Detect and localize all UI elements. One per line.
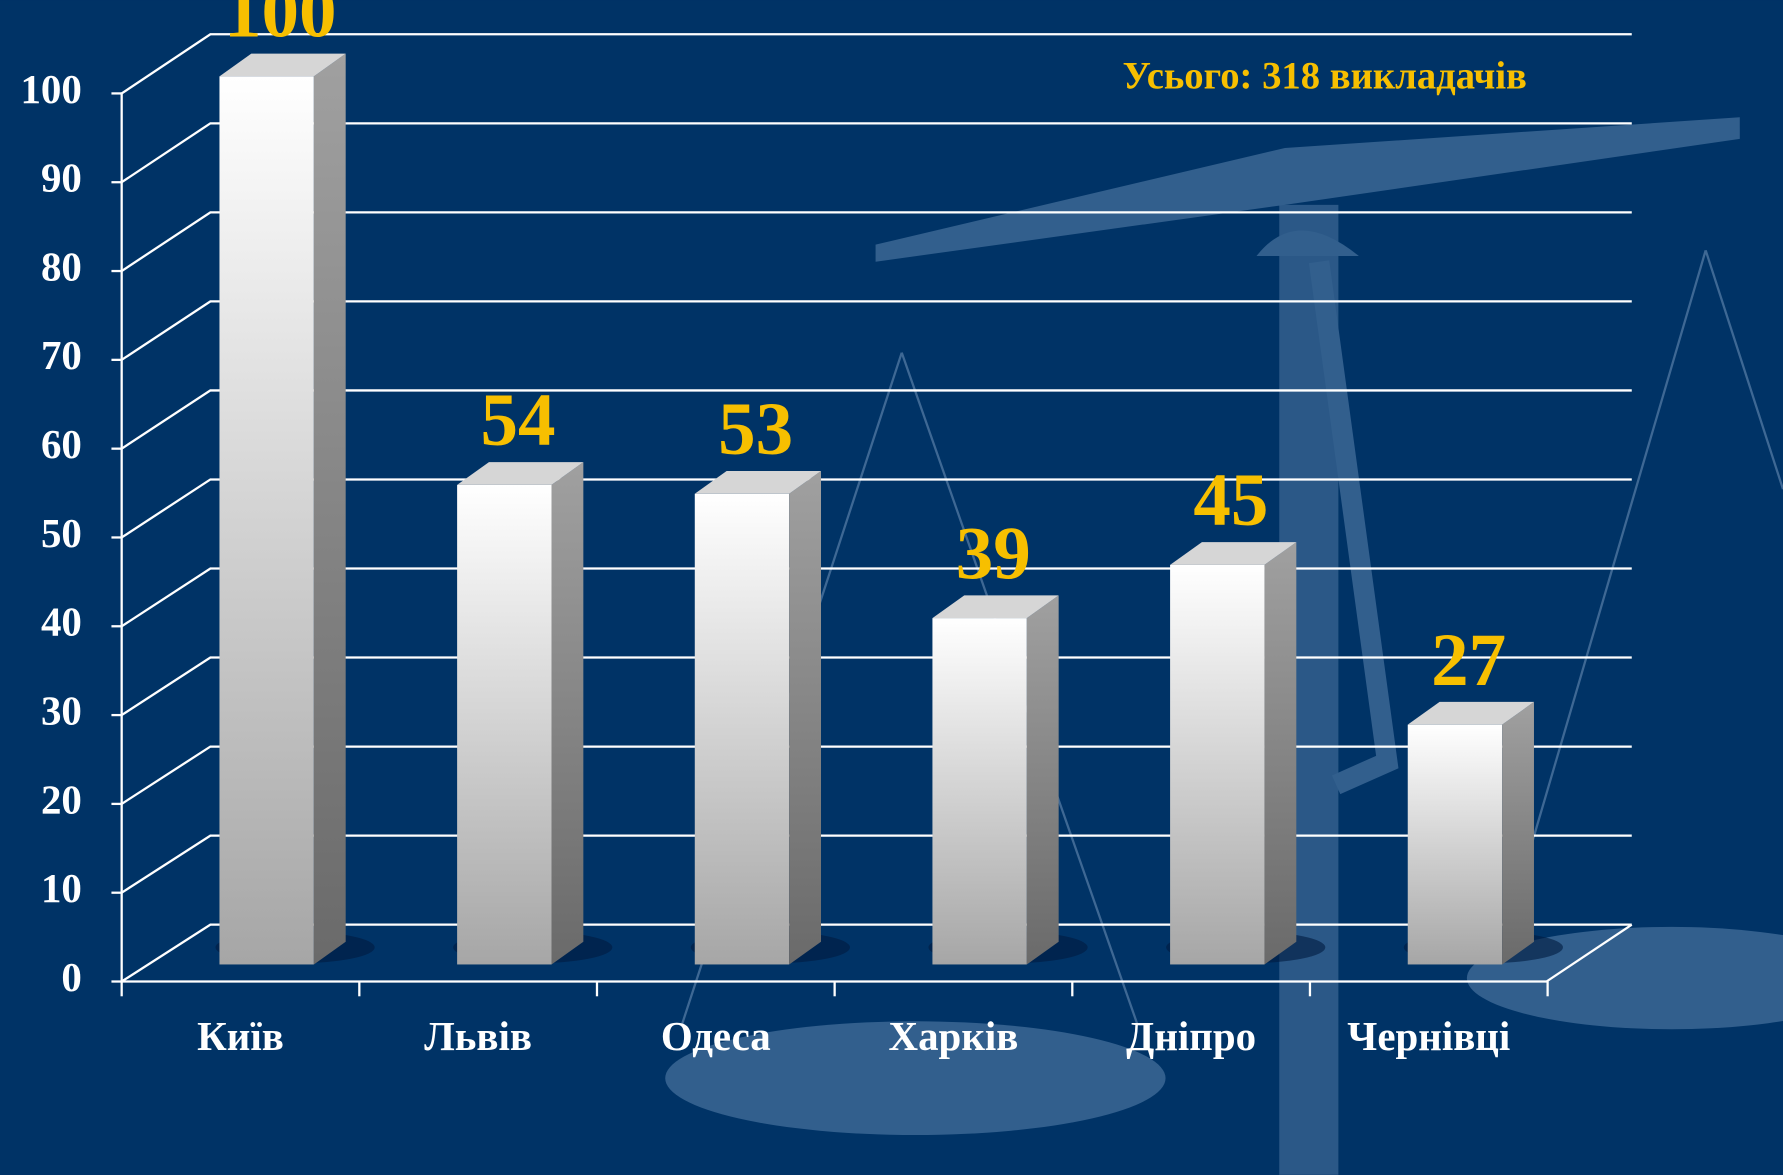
annotation: Усього: 318 викладачів bbox=[1123, 56, 1527, 98]
grid-line bbox=[121, 122, 1632, 184]
x-tick-label: Київ bbox=[197, 1014, 284, 1059]
value-label: 53 bbox=[718, 388, 793, 471]
bar-front bbox=[457, 484, 552, 965]
y-tick-label: 80 bbox=[41, 244, 82, 289]
bar-top bbox=[457, 462, 584, 485]
grid-line bbox=[121, 567, 1632, 628]
y-tick-label: 10 bbox=[41, 866, 82, 911]
x-tick-label: Одеса bbox=[661, 1014, 771, 1059]
grid-line bbox=[121, 478, 1632, 539]
y-tick-label: 0 bbox=[61, 955, 81, 1000]
bar-front bbox=[932, 618, 1027, 965]
bar-top bbox=[219, 53, 346, 77]
y-tick-label: 90 bbox=[41, 156, 82, 201]
y-tick-label: 60 bbox=[41, 422, 82, 467]
bar-top bbox=[1407, 701, 1534, 725]
grid-line bbox=[121, 211, 1632, 272]
bar-side bbox=[1026, 595, 1059, 965]
bar bbox=[690, 471, 850, 965]
grid-line bbox=[121, 656, 1632, 717]
grid-line bbox=[121, 389, 1632, 450]
value-label: 100 bbox=[224, 0, 337, 54]
x-tick-label: Львів bbox=[424, 1014, 532, 1059]
bar bbox=[1403, 701, 1563, 965]
bar-top bbox=[932, 595, 1059, 619]
bar-front bbox=[219, 76, 314, 965]
value-label: 45 bbox=[1193, 459, 1268, 542]
x-tick-label: Дніпро bbox=[1126, 1014, 1256, 1059]
bar bbox=[1166, 542, 1326, 965]
bar bbox=[215, 53, 375, 965]
bar-front bbox=[694, 493, 790, 965]
grid-line bbox=[121, 923, 1632, 983]
y-tick-label: 70 bbox=[41, 333, 82, 378]
bar-side bbox=[1264, 542, 1297, 965]
value-label: 54 bbox=[480, 379, 555, 462]
bar-front bbox=[1407, 724, 1503, 965]
bar bbox=[453, 462, 613, 965]
y-tick-label: 20 bbox=[41, 777, 82, 822]
grid-line bbox=[121, 33, 1632, 95]
bar-front bbox=[1170, 564, 1265, 965]
bar-side bbox=[789, 471, 821, 965]
value-label: 39 bbox=[956, 512, 1031, 595]
grid-line bbox=[121, 300, 1632, 361]
grid-line bbox=[121, 745, 1632, 805]
bar-side bbox=[313, 53, 346, 965]
x-tick-label: Чернівці bbox=[1347, 1014, 1510, 1059]
y-tick-label: 50 bbox=[41, 511, 82, 556]
y-tick-label: 40 bbox=[41, 600, 82, 645]
bar-top bbox=[694, 471, 821, 494]
bar-side bbox=[1502, 701, 1534, 965]
y-tick-label: 100 bbox=[20, 67, 81, 112]
grid-line bbox=[121, 834, 1632, 894]
bar-side bbox=[551, 462, 584, 965]
y-tick-label: 30 bbox=[41, 688, 82, 733]
bar-top bbox=[1170, 542, 1297, 565]
value-label: 27 bbox=[1431, 619, 1506, 702]
x-tick-label: Харків bbox=[889, 1014, 1019, 1059]
bar bbox=[928, 595, 1088, 965]
